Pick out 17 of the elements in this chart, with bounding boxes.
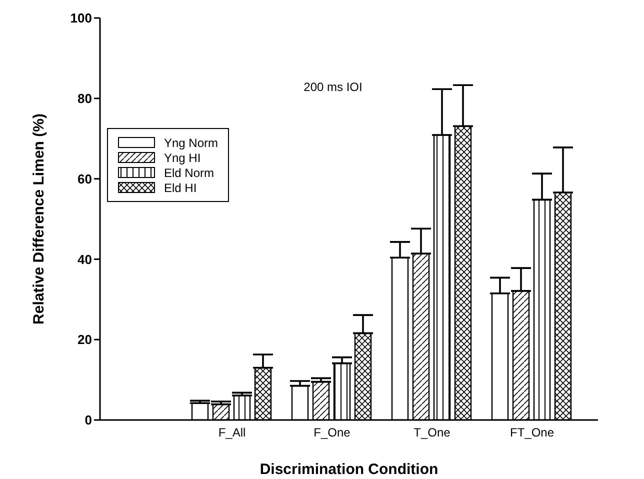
x-tick-label: F_One: [314, 426, 351, 440]
y-tick-label: 0: [84, 412, 92, 428]
text: 200 ms IOI: [302, 80, 364, 94]
y-tick-label: 80: [78, 91, 92, 106]
legend-label: Yng HI: [164, 150, 201, 164]
y-tick-label: 100: [70, 10, 92, 26]
x-tick-label: F_All: [218, 426, 246, 440]
x-tick-label: FT_One: [510, 426, 554, 440]
legend-label: Eld HI: [164, 180, 197, 194]
x-axis-title: Discrimination Condition: [260, 461, 438, 478]
legend-label: Eld Norm: [164, 166, 214, 180]
x-tick-label: T_One: [414, 426, 451, 440]
y-tick-label: 60: [78, 171, 92, 186]
legend-label: Yng Norm: [164, 136, 218, 150]
y-tick-label: 40: [78, 252, 92, 267]
y-tick-label: 20: [78, 332, 92, 348]
y-axis-title: Relative Difference Limen (%): [30, 114, 48, 324]
